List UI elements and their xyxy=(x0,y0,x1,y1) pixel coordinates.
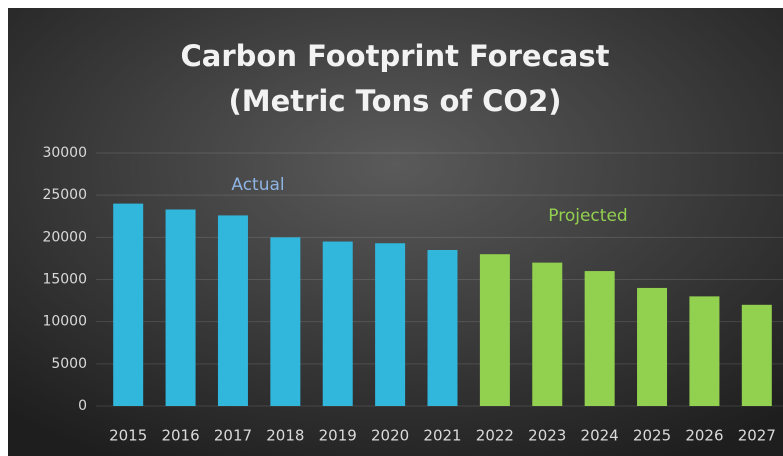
bar xyxy=(741,304,772,406)
x-tick-label: 2026 xyxy=(685,427,723,445)
x-tick-label: 2020 xyxy=(371,427,409,445)
bar xyxy=(427,249,458,406)
x-tick-label: 2027 xyxy=(738,427,776,445)
bar xyxy=(637,287,668,406)
x-tick-label: 2023 xyxy=(528,427,566,445)
bar xyxy=(375,243,406,406)
x-tick-label: 2021 xyxy=(423,427,461,445)
y-tick-label: 15000 xyxy=(42,272,87,288)
x-tick-label: 2016 xyxy=(161,427,199,445)
bar xyxy=(165,209,196,406)
bar xyxy=(270,237,301,406)
chart-title: Carbon Footprint Forecast xyxy=(181,39,610,73)
bar xyxy=(479,254,510,406)
x-tick-label: 2022 xyxy=(476,427,514,445)
chart-subtitle: (Metric Tons of CO2) xyxy=(228,84,561,118)
x-tick-label: 2019 xyxy=(319,427,357,445)
x-tick-label: 2015 xyxy=(109,427,147,445)
y-tick-label: 10000 xyxy=(42,314,87,330)
bar xyxy=(217,215,248,406)
x-tick-label: 2025 xyxy=(633,427,671,445)
bar xyxy=(689,296,720,406)
y-tick-label: 20000 xyxy=(42,229,87,245)
y-tick-label: 30000 xyxy=(42,145,87,161)
y-tick-label: 25000 xyxy=(42,187,87,203)
bar xyxy=(113,203,144,406)
series-label: Actual xyxy=(231,175,284,195)
bar xyxy=(322,241,353,406)
y-tick-label: 5000 xyxy=(51,356,87,372)
bar xyxy=(584,271,615,406)
x-tick-label: 2018 xyxy=(266,427,304,445)
series-label: Projected xyxy=(548,206,627,226)
x-tick-label: 2024 xyxy=(581,427,619,445)
x-tick-label: 2017 xyxy=(214,427,252,445)
y-tick-label: 0 xyxy=(78,398,87,414)
bar xyxy=(532,262,563,406)
